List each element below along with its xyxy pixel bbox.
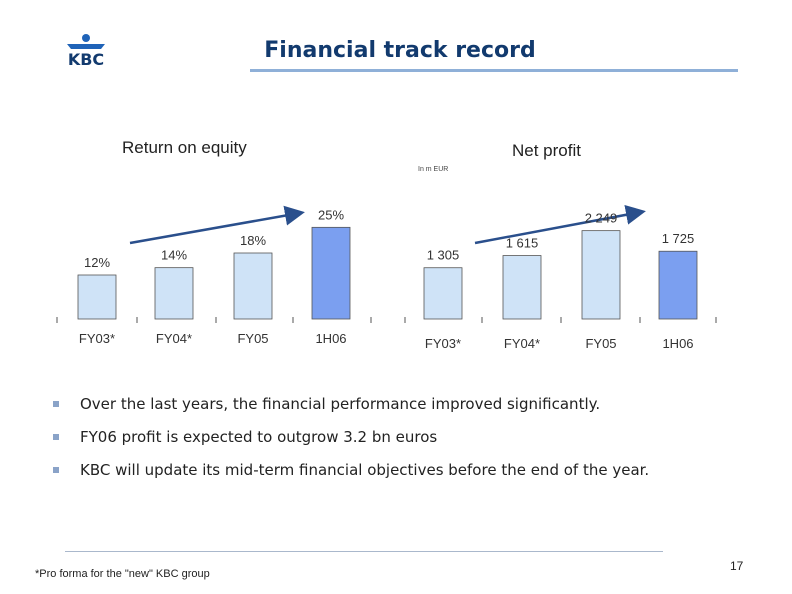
roe-bar xyxy=(233,252,273,320)
roe-bar xyxy=(77,274,117,320)
roe-data-label: 25% xyxy=(318,207,344,222)
np-data-label: 1 615 xyxy=(506,236,539,251)
np-category-label: 1H06 xyxy=(662,336,693,351)
np-bar xyxy=(423,267,463,320)
roe-data-label: 18% xyxy=(240,233,266,248)
np-data-label: 1 725 xyxy=(662,231,695,246)
logo-text: KBC xyxy=(68,50,104,67)
footer-rule xyxy=(65,551,663,552)
page-number: 17 xyxy=(730,559,744,573)
roe-data-label: 12% xyxy=(84,255,110,270)
roe-category-label: FY03* xyxy=(79,331,115,346)
np-bar xyxy=(658,250,698,320)
bullet-item: Over the last years, the financial perfo… xyxy=(50,394,750,414)
np-category-label: FY04* xyxy=(504,336,540,351)
roe-trend-arrow xyxy=(129,205,305,245)
np-data-label: 2 249 xyxy=(585,211,618,226)
net-profit-chart-title: Net profit xyxy=(512,141,581,160)
roe-bar xyxy=(311,226,351,320)
np-category-label: FY05 xyxy=(585,336,616,351)
np-bar xyxy=(502,255,542,320)
roe-chart-title: Return on equity xyxy=(122,138,247,157)
net-profit-unit: In m EUR xyxy=(418,166,449,173)
bullet-square-icon xyxy=(53,401,59,407)
kbc-logo: KBC xyxy=(55,33,117,69)
np-trend-arrow xyxy=(474,204,646,245)
roe-data-label: 14% xyxy=(161,248,187,263)
footnote: *Pro forma for the "new" KBC group xyxy=(35,568,210,580)
np-bar xyxy=(581,230,621,320)
roe-category-label: FY05 xyxy=(237,331,268,346)
bullet-item: KBC will update its mid-term financial o… xyxy=(50,460,750,480)
roe-bar xyxy=(154,267,194,320)
np-category-label: FY03* xyxy=(425,336,461,351)
np-data-label: 1 305 xyxy=(427,248,460,263)
bullet-list: Over the last years, the financial perfo… xyxy=(50,394,750,493)
bullet-square-icon xyxy=(53,467,59,473)
bullet-square-icon xyxy=(53,434,59,440)
roe-category-label: FY04* xyxy=(156,331,192,346)
page-title: Financial track record xyxy=(264,38,536,63)
bullet-item: FY06 profit is expected to outgrow 3.2 b… xyxy=(50,427,750,447)
roe-category-label: 1H06 xyxy=(315,331,346,346)
title-underline xyxy=(250,69,738,72)
